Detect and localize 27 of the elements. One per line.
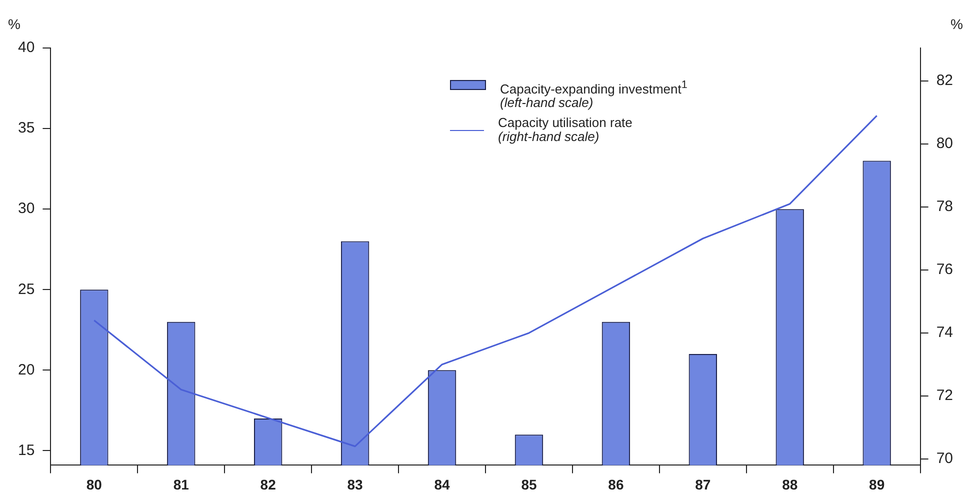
x-tick-label: 81 bbox=[173, 476, 190, 492]
y-tick-label: 40 bbox=[18, 39, 35, 56]
y2-tick-label: 70 bbox=[936, 450, 954, 468]
y2-axis-title: % bbox=[950, 16, 963, 32]
y-tick-label: 30 bbox=[18, 200, 35, 218]
text: Capacity-expanding investment$^{1}$ (left-hand scale) bbox=[500, 79, 688, 110]
x-tick-label: 85 bbox=[521, 476, 537, 492]
x-tick-label: 88 bbox=[782, 476, 798, 492]
y-tick-label: 25 bbox=[18, 280, 35, 298]
x-tick-label: 83 bbox=[347, 476, 364, 492]
y2-tick-label: 74 bbox=[936, 324, 954, 342]
x-tick-label: 86 bbox=[608, 476, 624, 492]
x-tick-label: 80 bbox=[86, 476, 102, 492]
y2-tick-label: 76 bbox=[936, 261, 954, 278]
x-tick-label: 82 bbox=[260, 476, 276, 492]
x-tick-label: 89 bbox=[869, 476, 885, 492]
y-tick-label: 15 bbox=[18, 442, 35, 459]
x-tick-label: 87 bbox=[695, 476, 711, 492]
y2-tick-label: 78 bbox=[936, 198, 954, 216]
y2-tick-label: 72 bbox=[936, 387, 954, 404]
y2-tick-label: 82 bbox=[936, 72, 954, 90]
y-axis-title: % bbox=[8, 16, 20, 32]
legend-label: Capacity utilisation rate (right-hand scale) bbox=[498, 115, 632, 144]
y2-tick-label: 80 bbox=[936, 135, 954, 152]
y-tick-label: 35 bbox=[18, 120, 35, 137]
x-tick-label: 84 bbox=[434, 476, 450, 492]
y-tick-label: 20 bbox=[18, 361, 35, 378]
